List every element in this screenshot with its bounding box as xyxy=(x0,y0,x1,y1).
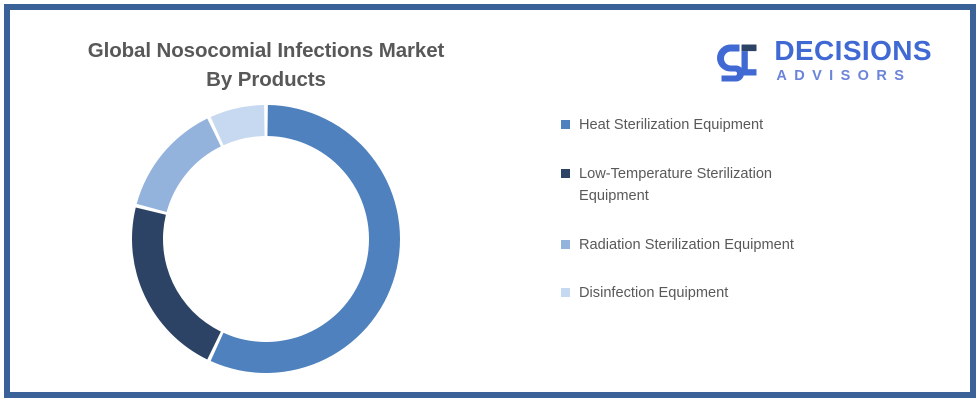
brand-name-secondary: ADVISORS xyxy=(776,67,912,84)
legend-item[interactable]: Radiation Sterilization Equipment xyxy=(561,234,891,257)
legend-item-label: Low-Temperature Sterilization Equipment xyxy=(579,165,773,205)
donut-segment[interactable] xyxy=(210,105,400,373)
page-title-line-2: By Products xyxy=(206,68,326,92)
legend-swatch-icon xyxy=(561,239,570,249)
legend-swatch-icon xyxy=(561,120,570,129)
donut-chart xyxy=(132,105,400,373)
legend-item[interactable]: Low-Temperature Sterilization Equipment xyxy=(561,163,891,208)
page-title: Global Nosocomial Infections Market By P… xyxy=(56,36,476,94)
brand-logo: DECISIONS ADVISORS xyxy=(715,35,932,87)
legend-swatch-icon xyxy=(561,288,570,298)
brand-logo-text: DECISIONS ADVISORS xyxy=(774,35,932,87)
content-frame: Global Nosocomial Infections Market By P… xyxy=(4,4,976,398)
brand-name-primary: DECISIONS xyxy=(774,35,932,66)
decisions-advisors-logo-mark-icon xyxy=(715,38,763,86)
legend-item-label: Heat Sterilization Equipment xyxy=(579,117,764,133)
legend-item-label: Disinfection Equipment xyxy=(579,285,729,302)
donut-segment[interactable] xyxy=(136,118,221,212)
chart-legend: Heat Sterilization Equipment Low-Tempera… xyxy=(561,114,891,305)
page-title-line-1: Global Nosocomial Infections Market xyxy=(87,39,445,62)
legend-item-label: Radiation Sterilization Equipment xyxy=(579,236,794,253)
legend-item[interactable]: Disinfection Equipment xyxy=(561,282,891,305)
legend-swatch-icon xyxy=(561,168,570,178)
legend-item[interactable]: Heat Sterilization Equipment xyxy=(561,114,891,137)
donut-segment[interactable] xyxy=(132,207,221,360)
donut-segment[interactable] xyxy=(210,105,265,146)
